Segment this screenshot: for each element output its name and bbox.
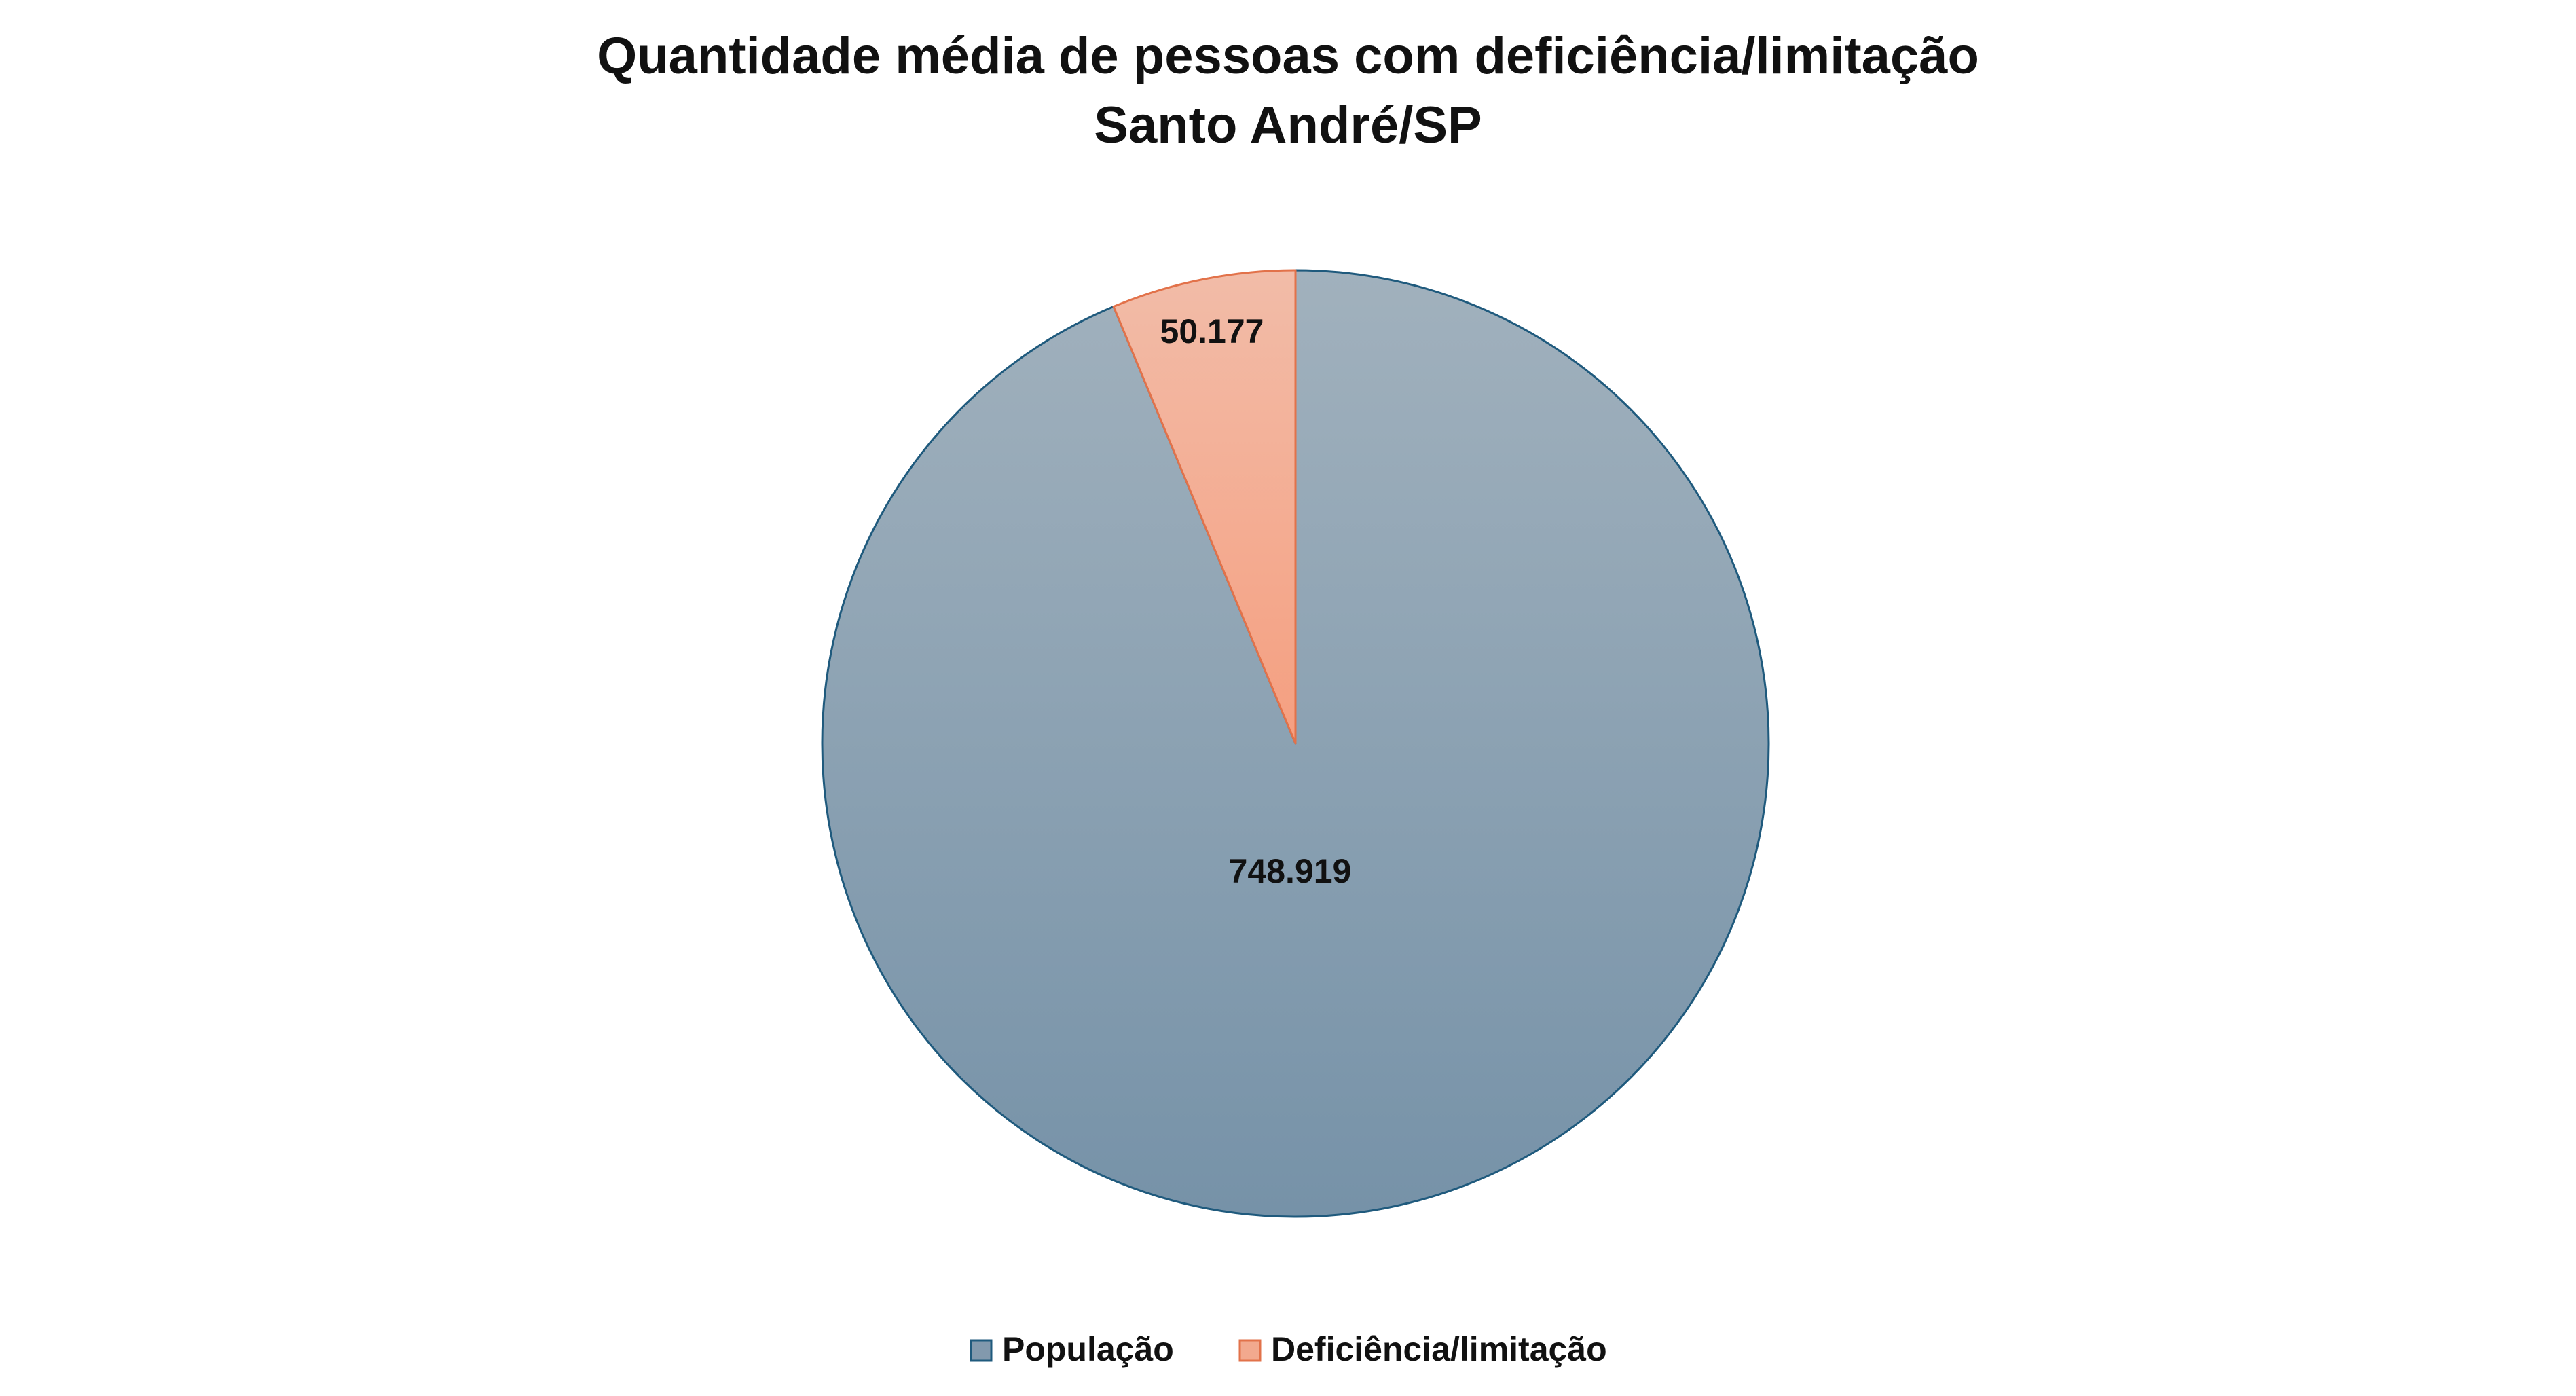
chart-subtitle: Santo André/SP: [1094, 96, 1482, 154]
legend: População Deficiência/limitação: [970, 1330, 1607, 1368]
legend-swatch-populacao: [970, 1339, 993, 1362]
data-label-deficiencia: 50.177: [1160, 312, 1264, 350]
pie-data-labels: 748.919 50.177: [1160, 312, 1352, 890]
data-label-populacao: 748.919: [1229, 852, 1352, 890]
legend-label-populacao: População: [1002, 1330, 1174, 1368]
chart-title: Quantidade média de pessoas com deficiên…: [597, 27, 1979, 85]
legend-swatch-deficiencia: [1238, 1339, 1262, 1362]
pie-slices: [821, 269, 1770, 1218]
pie-slice-deficiencia: [1112, 269, 1297, 745]
legend-label-deficiencia: Deficiência/limitação: [1271, 1330, 1607, 1368]
